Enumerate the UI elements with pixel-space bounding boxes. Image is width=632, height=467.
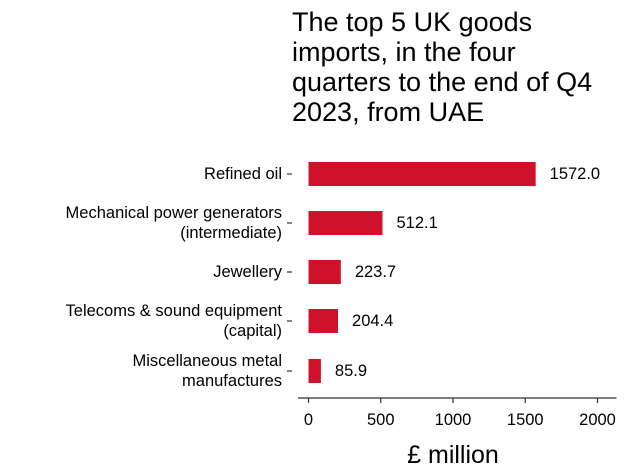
data-label: 1572.0 — [550, 165, 600, 183]
bar — [308, 260, 341, 284]
chart-title-line: quarters to the end of Q4 — [292, 67, 593, 97]
x-axis-title: £ million — [407, 441, 499, 467]
chart-title-line: imports, in the four — [292, 37, 516, 67]
x-tick-label: 500 — [367, 411, 395, 429]
bar — [308, 211, 383, 235]
bar — [308, 162, 536, 186]
x-tick-label: 0 — [304, 411, 313, 429]
category-label: Mechanical power generators — [66, 204, 282, 222]
bar — [308, 359, 321, 383]
x-tick-label: 2000 — [579, 411, 616, 429]
data-label: 223.7 — [355, 263, 396, 281]
data-label: 204.4 — [352, 312, 393, 330]
chart-title: The top 5 UK goods imports, in the four … — [292, 7, 627, 127]
category-label: manufactures — [182, 372, 282, 390]
chart-title-line: 2023, from UAE — [292, 97, 485, 127]
category-label: (capital) — [223, 322, 282, 340]
category-label: Jewellery — [213, 263, 283, 281]
category-label: Telecoms & sound equipment — [66, 302, 283, 320]
x-axis: Refined oil Mechanical power generators (i… — [66, 165, 617, 467]
data-label: 512.1 — [396, 214, 437, 232]
bar — [308, 309, 339, 333]
x-tick-label: 1000 — [435, 411, 472, 429]
x-tick-label: 1500 — [507, 411, 544, 429]
plot-area: 1572.0 512.1 223.7 204.4 85.9 — [308, 162, 600, 383]
chart-title-line: The top 5 UK goods — [292, 7, 533, 37]
data-label: 85.9 — [335, 362, 367, 380]
category-label: (intermediate) — [180, 224, 282, 242]
category-label: Miscellaneous metal — [133, 352, 282, 370]
category-label: Refined oil — [204, 165, 282, 183]
